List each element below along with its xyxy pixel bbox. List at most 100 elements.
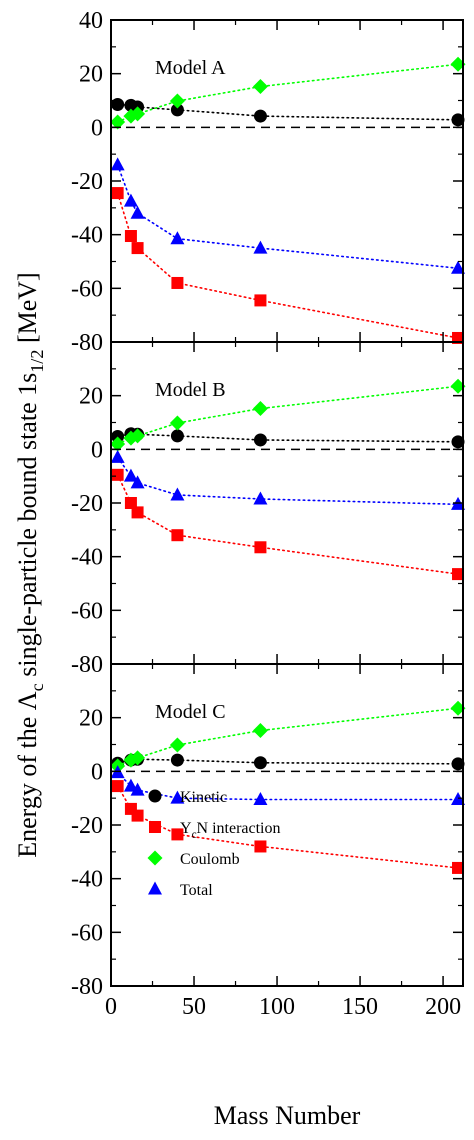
panel-label: Model C (155, 701, 226, 723)
axes-layer: -80 -60 -40 -20 0 20 40 -80 -60 -40 -20 0 20 -80 -60 -4… (71, 8, 464, 1020)
series-line-total (116, 164, 459, 270)
data-point-coulomb (169, 415, 185, 431)
data-point-kinetic (111, 429, 125, 443)
legend-entry-kinetic: Kinetic (180, 789, 227, 806)
x-tick-label: 100 (259, 994, 295, 1020)
y-tick-label: -40 (71, 867, 103, 893)
data-point-total (130, 205, 145, 219)
data-point-ycn (131, 506, 144, 519)
legend-marker-total (148, 881, 162, 895)
data-point-ycn (254, 294, 267, 307)
data-point-kinetic (253, 433, 267, 447)
data-point-coulomb (130, 750, 146, 766)
data-point-coulomb (169, 93, 185, 109)
data-point-kinetic (451, 757, 465, 771)
data-point-total (110, 157, 125, 171)
y-axis-title-symbol-sub: c (27, 683, 47, 691)
y-tick-label: -20 (71, 813, 103, 839)
data-point-total (123, 778, 138, 792)
y-tick-label: 20 (79, 706, 103, 732)
y-tick-label: 20 (79, 62, 103, 88)
data-point-coulomb (252, 79, 268, 95)
data-point-ycn (254, 541, 267, 554)
data-point-ycn (124, 497, 137, 509)
y-tick-label: 20 (79, 384, 103, 410)
y-tick-label: -20 (71, 491, 103, 517)
series-line-kinetic (116, 758, 459, 765)
legend-entry-total: Total (180, 882, 213, 899)
data-point-kinetic (451, 435, 465, 449)
y-tick-label: -60 (71, 276, 103, 302)
y-tick-label: -80 (71, 974, 103, 1000)
y-tick-label: -20 (71, 169, 103, 195)
series-line-ycn (116, 192, 459, 339)
panel-2: Model B (110, 378, 466, 581)
panel-1: Model A (110, 56, 466, 344)
panel-3: Model C (110, 700, 466, 874)
data-point-coulomb (110, 436, 126, 452)
data-point-kinetic (253, 756, 267, 770)
legend-marker-ycn (149, 821, 161, 833)
data-point-ycn (171, 828, 184, 841)
panel-label: Model B (155, 379, 226, 401)
data-point-total (253, 240, 268, 254)
panels-layer: Model A Model B Model C (110, 56, 466, 874)
legend-entry-ycn: YcN interaction (180, 820, 281, 841)
x-tick-label: 50 (182, 994, 206, 1020)
data-point-total (170, 790, 185, 804)
data-point-total (170, 487, 185, 501)
data-point-total (130, 782, 145, 796)
data-point-ycn (111, 780, 124, 793)
data-point-coulomb (130, 428, 146, 444)
data-point-ycn (111, 468, 124, 481)
legend-marker-coulomb (147, 850, 163, 866)
y-tick-label: -60 (71, 920, 103, 946)
x-tick-label: 150 (342, 994, 378, 1020)
y-tick-label: 0 (91, 437, 103, 463)
data-point-kinetic (253, 109, 267, 123)
data-point-ycn (124, 230, 137, 243)
series-line-total (116, 771, 459, 801)
data-point-coulomb (169, 737, 185, 753)
data-point-kinetic (170, 429, 184, 443)
series-line-kinetic (116, 432, 459, 443)
series-line-ycn (116, 785, 459, 869)
panel-label: Model A (155, 57, 226, 79)
y-tick-label: -40 (71, 223, 103, 249)
y-axis-title-middle: single-particle bound state 1s (13, 373, 42, 683)
data-point-total (130, 475, 145, 489)
data-point-kinetic (170, 103, 184, 117)
legend: Kinetic YcN interaction Coulomb Total (147, 789, 281, 899)
data-point-total (253, 792, 268, 806)
data-point-ycn (452, 861, 465, 874)
data-point-ycn (131, 242, 144, 255)
data-point-total (170, 231, 185, 245)
series-line-kinetic (116, 103, 459, 121)
x-tick-label: 200 (425, 994, 461, 1020)
series-line-ycn (116, 474, 459, 575)
y-axis-title-symbol: Λ (13, 691, 42, 710)
data-point-ycn (452, 331, 465, 344)
data-point-ycn (131, 809, 144, 822)
data-point-ycn (171, 276, 184, 289)
y-axis-title-state-sub: 1/2 (27, 350, 47, 373)
data-point-ycn (254, 840, 267, 853)
x-tick-label: 0 (105, 994, 117, 1020)
data-point-kinetic (111, 98, 125, 112)
data-point-kinetic (170, 753, 184, 767)
data-point-ycn (171, 529, 184, 542)
data-point-coulomb (110, 114, 126, 130)
y-axis-title-prefix: Energy of the (13, 710, 42, 858)
data-point-ycn (111, 187, 124, 200)
data-point-coulomb (252, 401, 268, 417)
y-tick-label: -80 (71, 652, 103, 678)
y-tick-label: -80 (71, 330, 103, 356)
data-point-total (123, 468, 138, 482)
legend-entry-coulomb: Coulomb (180, 851, 240, 868)
y-tick-label: 0 (91, 759, 103, 785)
y-tick-label: 40 (79, 8, 103, 34)
data-point-coulomb (450, 378, 466, 394)
y-axis-title: Energy of the Λc single-particle bound s… (13, 272, 47, 857)
y-tick-label: 0 (91, 115, 103, 141)
